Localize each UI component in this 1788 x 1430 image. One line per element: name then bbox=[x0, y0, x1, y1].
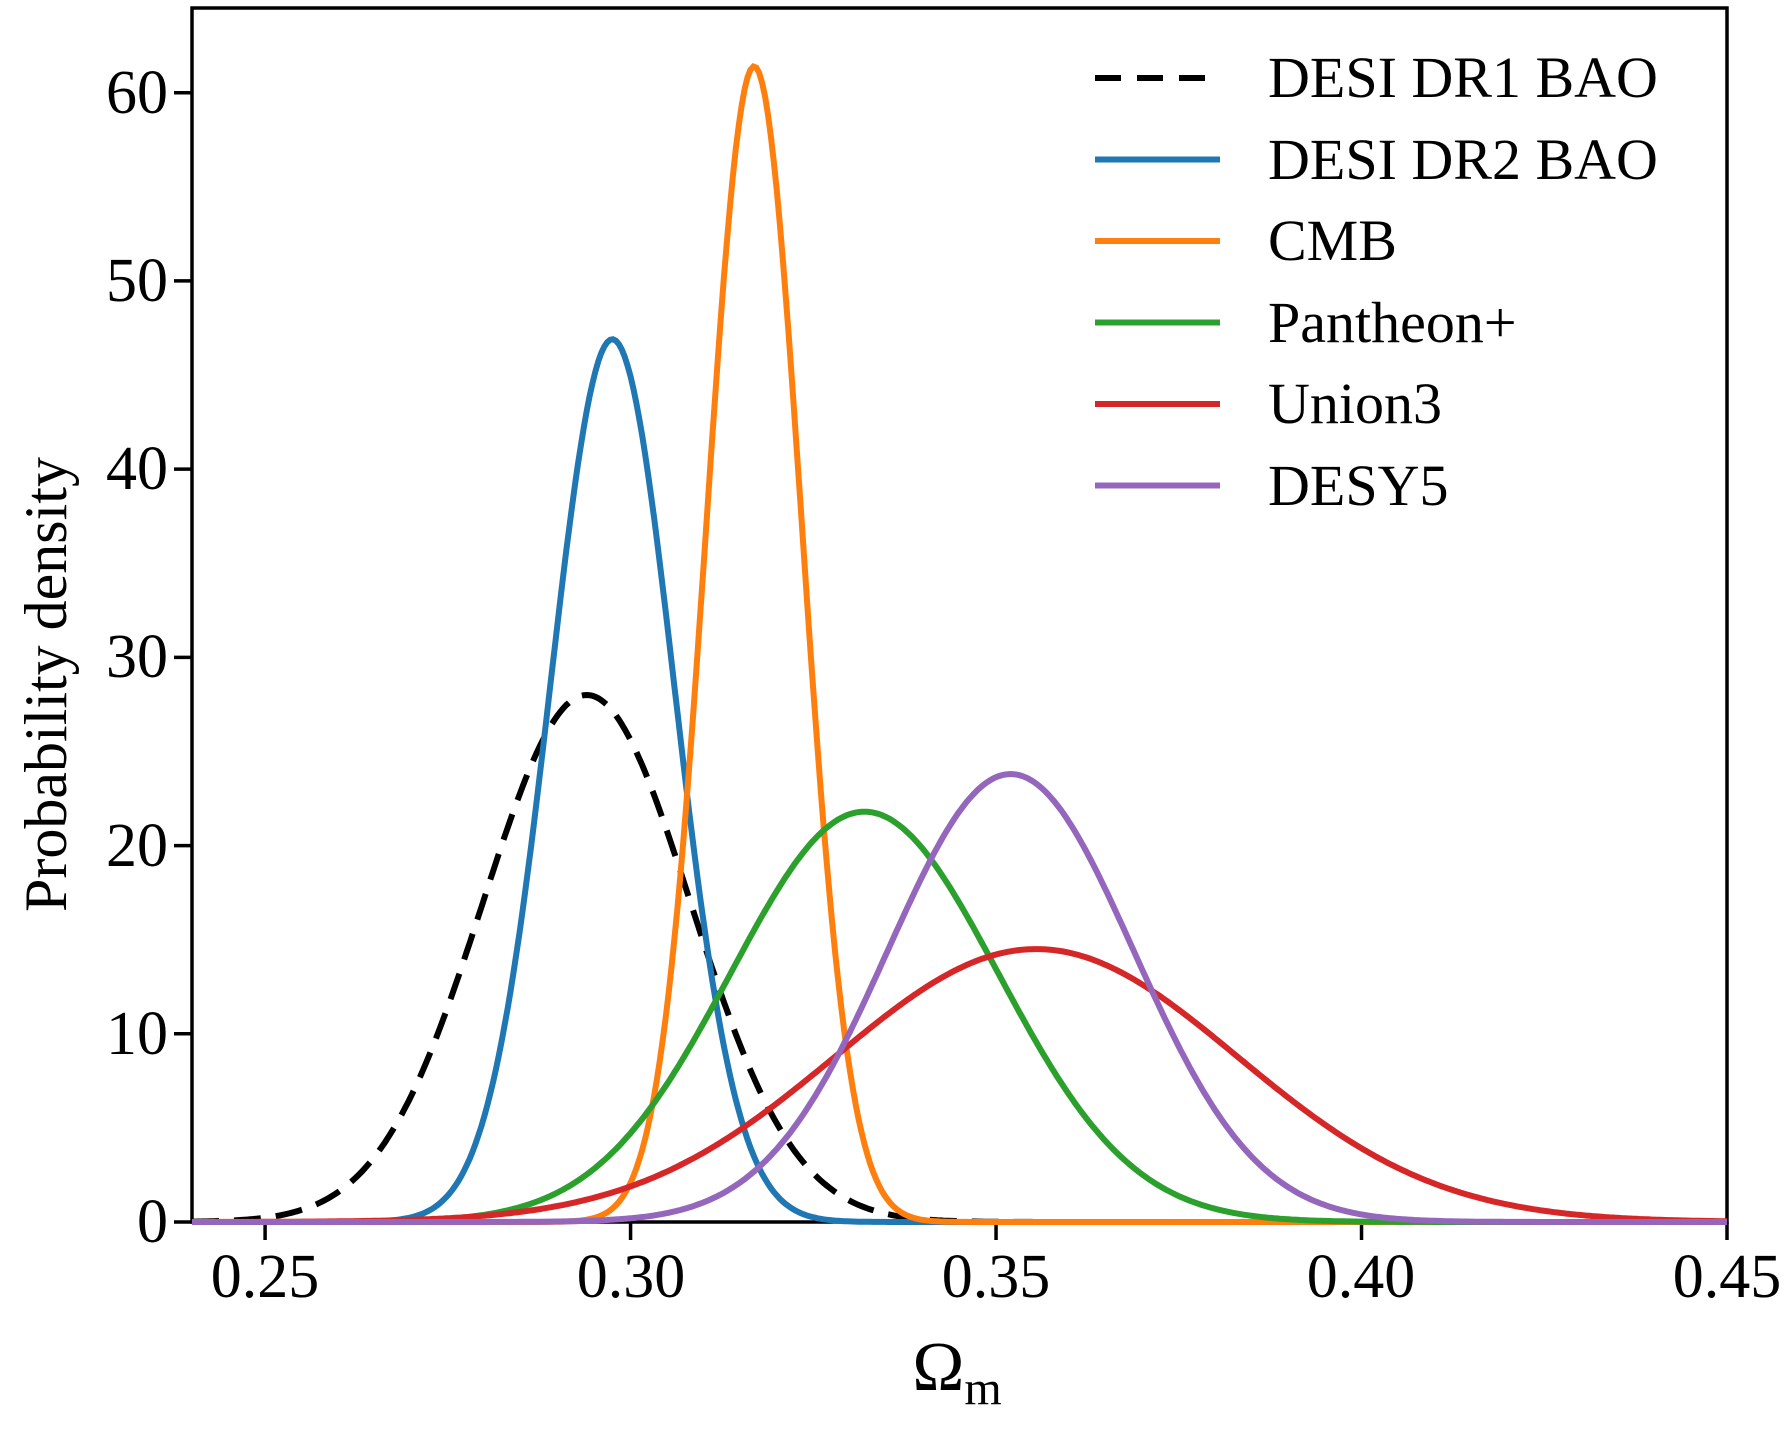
tick-marks bbox=[174, 90, 1729, 1240]
curve-union3 bbox=[192, 946, 1728, 1225]
curve-desy5 bbox=[192, 770, 1727, 1225]
y-tick-label-60: 60 bbox=[106, 59, 168, 127]
density-curves bbox=[192, 62, 1728, 1225]
x-axis-label-omega: Ω bbox=[912, 1329, 965, 1406]
y-axis-label: Probability density bbox=[13, 457, 79, 912]
curve-desi-dr2-bao bbox=[192, 336, 1727, 1225]
legend-label-desi-dr1-bao: DESI DR1 BAO bbox=[1268, 45, 1658, 110]
legend-label-union3: Union3 bbox=[1268, 371, 1442, 436]
y-tick-label-50: 50 bbox=[106, 247, 168, 315]
legend-line-samples bbox=[1095, 75, 1220, 489]
curve-cmb bbox=[192, 62, 1727, 1225]
legend-label-desy5: DESY5 bbox=[1268, 453, 1449, 518]
y-tick-label-0: 0 bbox=[137, 1188, 168, 1256]
y-tick-label-30: 30 bbox=[106, 623, 168, 691]
y-tick-label-20: 20 bbox=[106, 812, 168, 880]
x-tick-label-025: 0.25 bbox=[210, 1243, 320, 1311]
x-axis-label: Ωm bbox=[912, 1329, 1001, 1413]
curve-desi-dr1-bao bbox=[192, 691, 1727, 1225]
legend-label-pantheon: Pantheon+ bbox=[1268, 290, 1517, 355]
x-axis-label-subscript: m bbox=[964, 1362, 1002, 1415]
y-tick-label-40: 40 bbox=[106, 435, 168, 503]
x-tick-label-030: 0.30 bbox=[576, 1243, 686, 1311]
legend-label-cmb: CMB bbox=[1268, 208, 1397, 273]
curve-pantheon-plus bbox=[192, 808, 1727, 1225]
x-tick-label-035: 0.35 bbox=[941, 1243, 1051, 1311]
x-tick-label-045: 0.45 bbox=[1672, 1243, 1782, 1311]
y-tick-label-10: 10 bbox=[106, 1000, 168, 1068]
x-tick-label-040: 0.40 bbox=[1306, 1243, 1416, 1311]
legend-label-desi-dr2-bao: DESI DR2 BAO bbox=[1268, 127, 1658, 192]
